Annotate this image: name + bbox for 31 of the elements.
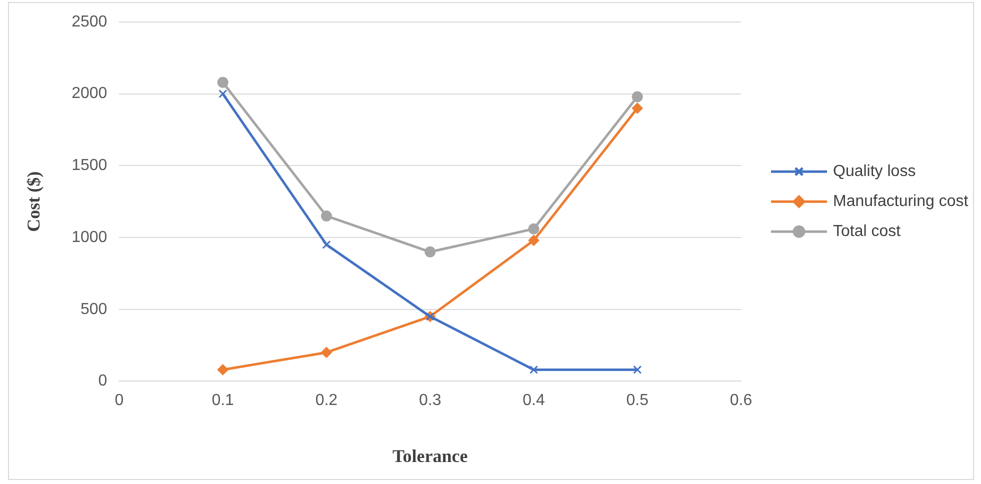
x-tick-label: 0 bbox=[114, 392, 124, 410]
x-tick-label: 0.5 bbox=[626, 392, 649, 410]
point bbox=[633, 365, 642, 374]
point bbox=[528, 223, 540, 234]
y-axis-title: Cost ($) bbox=[23, 171, 44, 232]
x-tick-label: 0.6 bbox=[730, 392, 752, 410]
point bbox=[632, 102, 643, 114]
y-tick-label: 0 bbox=[98, 372, 108, 390]
legend-label: Total cost bbox=[833, 223, 902, 240]
y-tick-label: 1000 bbox=[72, 228, 108, 246]
y-tick-label: 1500 bbox=[72, 157, 108, 174]
legend-label: Manufacturing cost bbox=[833, 193, 969, 210]
x-tick-label: 0.1 bbox=[212, 392, 234, 410]
x-tick-label: 0.2 bbox=[315, 392, 338, 410]
y-tick-label: 2000 bbox=[72, 85, 108, 102]
point bbox=[320, 210, 332, 222]
x-tick-label: 0.4 bbox=[522, 392, 545, 410]
y-tick-label: 2500 bbox=[72, 13, 108, 30]
point bbox=[217, 76, 228, 88]
x-axis-title: Tolerance bbox=[392, 446, 468, 466]
point bbox=[529, 365, 538, 374]
legend-label: Quality loss bbox=[833, 163, 916, 180]
point bbox=[322, 240, 331, 249]
x-tick-label: 0.3 bbox=[418, 392, 442, 410]
point bbox=[218, 90, 228, 98]
y-tick-label: 500 bbox=[80, 300, 108, 318]
point bbox=[632, 91, 643, 102]
point bbox=[320, 346, 332, 358]
point bbox=[217, 364, 228, 376]
point bbox=[528, 234, 540, 246]
point bbox=[424, 246, 436, 258]
